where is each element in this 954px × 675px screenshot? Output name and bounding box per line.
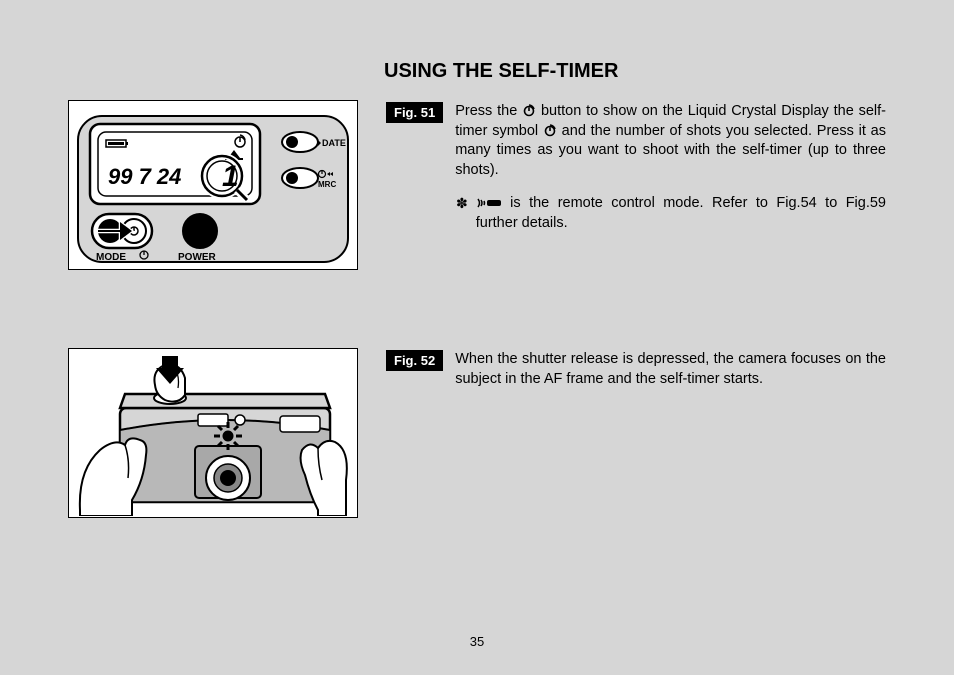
page-title: USING THE SELF-TIMER xyxy=(384,60,618,83)
svg-text:DATE: DATE xyxy=(322,138,346,148)
page-number: 35 xyxy=(0,634,954,649)
section-fig-51: 99 7 24 1 DATE xyxy=(68,100,886,270)
fig-52-text-column: Fig. 52 When the shutter release is depr… xyxy=(386,348,886,518)
fig-51-text-column: Fig. 51 Press the button to show on the … xyxy=(386,100,886,270)
fig-52-paragraph: When the shutter release is depressed, t… xyxy=(455,350,886,389)
fig-51-paragraph: Press the button to show on the Liquid C… xyxy=(455,102,886,180)
remote-control-icon xyxy=(476,197,502,209)
self-timer-icon xyxy=(522,103,536,117)
figure-52-illustration xyxy=(68,348,358,518)
asterisk-icon: ✽ xyxy=(456,194,468,213)
svg-text:99 7 24: 99 7 24 xyxy=(108,164,181,189)
fig-52-label: Fig. 52 xyxy=(386,350,443,371)
figure-51-illustration: 99 7 24 1 DATE xyxy=(68,100,358,270)
section-fig-52: Fig. 52 When the shutter release is depr… xyxy=(68,348,886,518)
self-timer-icon xyxy=(543,123,557,137)
manual-page: USING THE SELF-TIMER 99 7 24 xyxy=(0,0,954,675)
fig-51-label: Fig. 51 xyxy=(386,102,443,123)
svg-text:MRC: MRC xyxy=(318,180,336,189)
fig-51-note: ✽ is the remote control mode. Refer to F… xyxy=(456,194,886,233)
svg-text:POWER: POWER xyxy=(178,252,217,263)
svg-text:MODE: MODE xyxy=(96,252,126,263)
